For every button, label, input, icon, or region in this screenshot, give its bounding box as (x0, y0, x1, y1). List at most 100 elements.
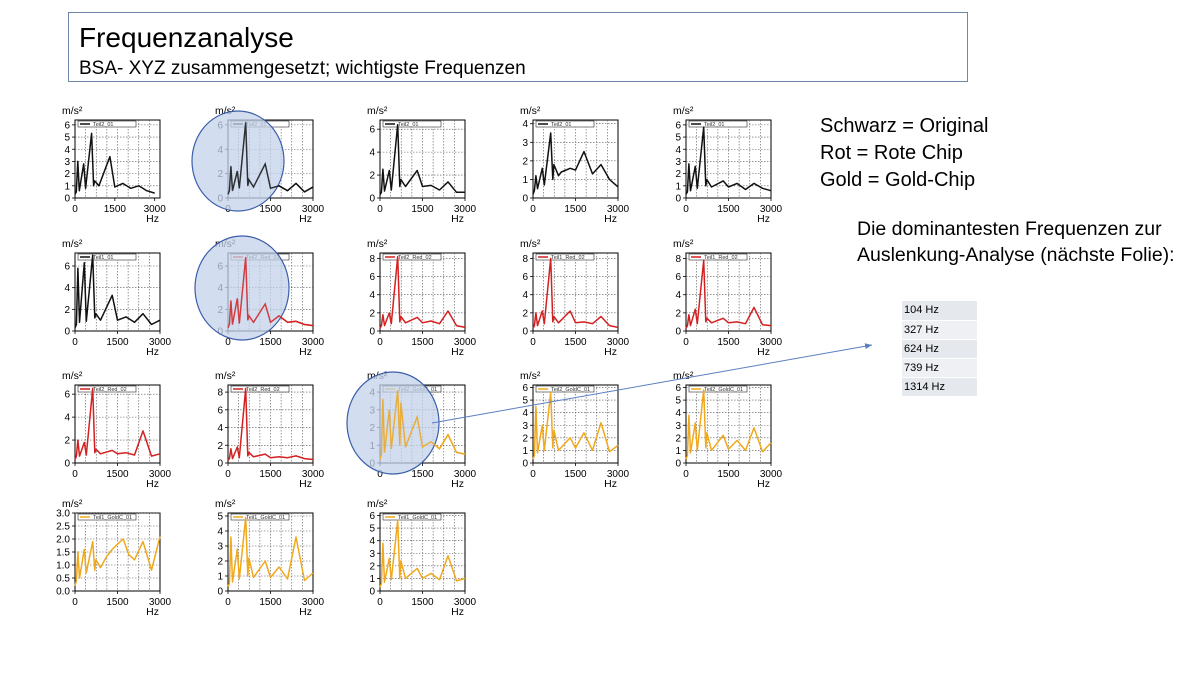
x-axis-label: Hz (757, 213, 770, 225)
spectrum-chart: 0 1 23 45 6 0 1500 3000 m/s² Hz Teil2_GoldC_01 (520, 370, 630, 490)
y-axis-label: m/s² (62, 498, 83, 510)
y-axis-label: m/s² (62, 105, 83, 117)
series-legend-label: Teil2_01 (704, 122, 725, 128)
y-tick-label: 5 (675, 396, 681, 407)
y-tick-label: 4 (64, 145, 70, 156)
series-line-overlay (227, 257, 314, 329)
y-tick-label: 3 (675, 421, 681, 432)
x-tick-label: 1500 (259, 204, 282, 215)
y-tick-label: 1 (64, 181, 70, 192)
y-tick-label: 6 (369, 272, 375, 283)
y-tick-label: 0 (675, 459, 681, 470)
legend-line-black: Schwarz = Original (820, 115, 989, 137)
y-tick-label: 0 (369, 587, 375, 598)
y-tick-label: 6 (675, 272, 681, 283)
y-tick-label: 2 (522, 156, 528, 167)
y-tick-label: 1 (675, 446, 681, 457)
series-legend-box (77, 513, 137, 521)
series-legend-box (688, 120, 748, 128)
y-tick-label: 6 (64, 390, 70, 401)
connector-arrow (431, 343, 873, 424)
x-axis-label: Hz (604, 478, 617, 490)
y-axis-label: m/s² (367, 498, 388, 510)
x-axis-label: Hz (299, 346, 312, 358)
y-tick-label: 2 (522, 308, 528, 319)
x-tick-label: 3000 (760, 337, 783, 348)
highlight-circle-black (191, 110, 285, 212)
x-tick-label: 1500 (564, 469, 587, 480)
y-tick-label: 2 (675, 433, 681, 444)
y-tick-label: 1 (522, 175, 528, 186)
y-tick-label: 0 (217, 587, 223, 598)
y-tick-label: 4 (675, 408, 681, 419)
y-tick-label: 6 (369, 511, 375, 522)
y-tick-label: 1.0 (56, 561, 70, 572)
color-legend: Schwarz = Original Rot = Rote Chip Gold … (820, 113, 988, 194)
y-tick-label: 4 (64, 283, 70, 294)
y-tick-label: 8 (522, 254, 528, 265)
x-tick-label: 0 (377, 204, 383, 215)
spectrum-chart: 0 2 4 6 8 0 1500 3000 m/s² Hz Teil2_Red_02 (367, 238, 477, 358)
x-axis-label: Hz (146, 213, 159, 225)
x-tick-label: 0 (72, 469, 78, 480)
x-tick-label: 1500 (717, 204, 740, 215)
y-axis-label: m/s² (62, 370, 83, 382)
x-axis-label: Hz (299, 606, 312, 618)
table-row: 739 Hz (902, 358, 977, 378)
y-tick-label: 4 (522, 290, 528, 301)
dominant-frequencies-text: Die dominantesten Frequenzen zur Auslenk… (857, 218, 1175, 266)
series-line (532, 132, 619, 195)
series-legend-box (230, 513, 290, 521)
spectrum-chart: 0 1 2 3 4 5 0 1500 3000 m/s² Hz Teil1_GoldC_01 (215, 498, 325, 618)
y-tick-label: 8 (217, 388, 223, 399)
x-axis-label: Hz (451, 346, 464, 358)
y-tick-label: 1 (675, 181, 681, 192)
series-legend-label: Teil1_Red_02 (551, 255, 585, 261)
y-axis-label: m/s² (215, 370, 236, 382)
spectrum-chart: 0 1 23 45 6 0 1500 3000 m/s² Hz Teil1_GoldC_01 (367, 498, 477, 618)
x-tick-label: 3000 (149, 469, 172, 480)
frequency-cell: 1314 Hz (902, 377, 977, 397)
x-tick-label: 1500 (411, 597, 434, 608)
y-tick-label: 2 (675, 169, 681, 180)
spectrum-chart: 0 1 2 3 4 0 1500 3000 m/s² Hz Teil2_01 (520, 105, 630, 225)
x-tick-label: 1500 (259, 337, 282, 348)
series-legend-box (535, 253, 595, 261)
series-line (685, 259, 772, 329)
y-tick-label: 1 (217, 572, 223, 583)
x-tick-label: 0 (683, 469, 689, 480)
series-line (74, 387, 161, 460)
series-line (227, 387, 314, 461)
title-box: Frequenzanalyse BSA- XYZ zusammengesetzt… (68, 12, 968, 82)
y-tick-label: 0 (522, 459, 528, 470)
series-legend-box (230, 385, 290, 393)
x-tick-label: 1500 (259, 597, 282, 608)
x-tick-label: 3000 (760, 204, 783, 215)
legend-line-red: Rot = Rote Chip (820, 142, 963, 164)
x-axis-label: Hz (604, 213, 617, 225)
spectrum-chart: 0 2 4 6 0 1500 3000 m/s² Hz Teil2_01 (367, 105, 477, 225)
y-tick-label: 0 (369, 194, 375, 205)
table-row: 327 Hz (902, 320, 977, 340)
highlight-circle-red (194, 235, 290, 341)
y-tick-label: 3 (522, 421, 528, 432)
y-tick-label: 0 (522, 194, 528, 205)
x-tick-label: 1500 (106, 597, 129, 608)
series-legend-label: Teil2_01 (551, 122, 572, 128)
spectrum-chart: 0 2 4 6 0 1500 3000 m/s² Hz Teil2_Red_02 (62, 370, 172, 490)
y-tick-label: 6 (522, 272, 528, 283)
y-axis-label: m/s² (62, 238, 83, 250)
y-axis-label: m/s² (367, 105, 388, 117)
y-tick-label: 6 (675, 120, 681, 131)
series-legend-box (77, 120, 137, 128)
series-legend-box (535, 120, 595, 128)
spectrum-chart: 0 2 4 6 8 0 1500 3000 m/s² Hz Teil1_Red_02 (520, 238, 630, 358)
series-legend-label: Teil1_01 (93, 255, 114, 261)
series-line (379, 519, 466, 588)
y-tick-label: 2 (369, 561, 375, 572)
series-legend-box (77, 385, 137, 393)
series-legend-box (382, 253, 442, 261)
table-row: 104 Hz (902, 301, 977, 321)
